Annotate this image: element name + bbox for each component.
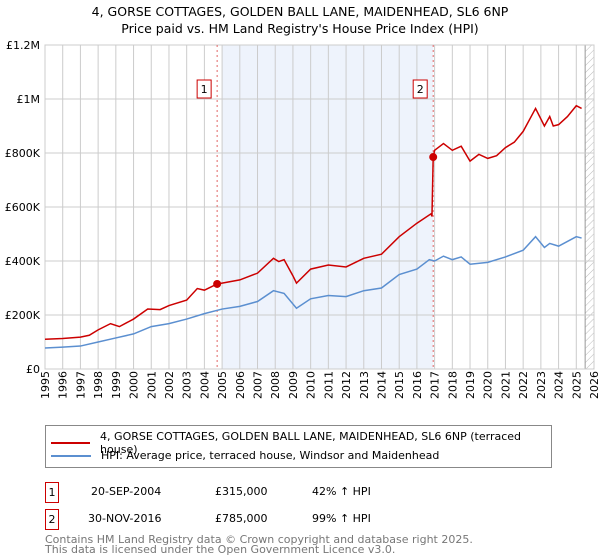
x-tick-label: 2024: [553, 371, 566, 399]
x-tick-label: 2019: [464, 371, 477, 399]
x-tick-label: 2003: [181, 371, 194, 399]
y-tick-label: £1.2M: [6, 39, 40, 52]
x-tick-label: 2012: [340, 371, 353, 399]
x-tick-label: 1997: [74, 371, 87, 399]
x-tick-label: 2026: [588, 371, 600, 399]
x-tick-label: 2023: [535, 371, 548, 399]
x-tick-label: 2005: [216, 371, 229, 399]
transaction-row: 1 20-SEP-2004 £315,000 42% ↑ HPI: [45, 482, 445, 503]
x-tick-label: 2021: [499, 371, 512, 399]
hpi-line: [44, 235, 582, 349]
sale-label: 2: [417, 83, 424, 96]
x-tick-label: 2001: [145, 371, 158, 399]
transaction-date: 30-NOV-2016: [88, 512, 162, 525]
x-tick-label: 2000: [128, 371, 141, 399]
sale-label: 1: [201, 83, 208, 96]
x-tick-label: 1999: [110, 371, 123, 399]
x-tick-label: 2007: [252, 371, 265, 399]
footer-licence: This data is licensed under the Open Gov…: [45, 543, 396, 556]
footer-copyright: Contains HM Land Registry data © Crown c…: [45, 533, 473, 546]
x-tick-label: 2025: [570, 371, 583, 399]
plot-frame: [44, 44, 595, 370]
x-tick-label: 2018: [446, 371, 459, 399]
legend-hpi-swatch: [51, 454, 91, 457]
sale-label-box: [196, 79, 212, 99]
x-tick-label: 2011: [322, 371, 335, 399]
x-tick-label: 2013: [358, 371, 371, 399]
transaction-hpi: 99% ↑ HPI: [312, 512, 371, 525]
x-tick-label: 2015: [393, 371, 406, 399]
x-tick-label: 1998: [92, 371, 105, 399]
x-tick-label: 1995: [39, 371, 52, 399]
x-tick-label: 2002: [163, 371, 176, 399]
y-tick-label: £400K: [5, 255, 41, 268]
transaction-marker: 1: [45, 482, 59, 503]
x-tick-label: 2009: [287, 371, 300, 399]
legend: 4, GORSE COTTAGES, GOLDEN BALL LANE, MAI…: [45, 425, 552, 468]
x-tick-label: 2006: [234, 371, 247, 399]
transaction-price: £315,000: [215, 485, 268, 498]
transaction-marker: 2: [45, 509, 59, 530]
x-tick-label: 2014: [375, 371, 388, 399]
sale-label-box: [412, 79, 428, 99]
x-tick-label: 1996: [57, 371, 70, 399]
y-tick-label: £0: [26, 363, 40, 376]
x-tick-label: 2022: [517, 371, 530, 399]
x-tick-label: 2020: [482, 371, 495, 399]
x-tick-label: 2008: [269, 371, 282, 399]
x-tick-label: 2004: [198, 371, 211, 399]
transaction-hpi: 42% ↑ HPI: [312, 485, 371, 498]
transaction-row: 2 30-NOV-2016 £785,000 99% ↑ HPI: [45, 509, 445, 530]
legend-property-label: 4, GORSE COTTAGES, GOLDEN BALL LANE, MAI…: [100, 430, 522, 456]
y-tick-label: £200K: [5, 309, 41, 322]
x-tick-label: 2017: [429, 371, 442, 399]
transaction-price: £785,000: [215, 512, 268, 525]
sale-point: [429, 153, 438, 162]
sale-point: [213, 279, 222, 288]
x-tick-label: 2016: [411, 371, 424, 399]
y-tick-label: £600K: [5, 201, 41, 214]
price-chart: 1995 1996 1997 1998 1999 2000 2001 2002 2003 2004…: [5, 39, 600, 399]
y-tick-label: £1M: [17, 93, 41, 106]
legend-hpi-label: HPI: Average price, terraced house, Wind…: [101, 449, 440, 462]
y-tick-label: £800K: [5, 147, 41, 160]
legend-property-swatch: [51, 442, 91, 444]
transaction-date: 20-SEP-2004: [91, 485, 162, 498]
chart-subtitle: Price paid vs. HM Land Registry's House …: [121, 21, 479, 36]
property-price-line: [44, 104, 582, 341]
chart-title: 4, GORSE COTTAGES, GOLDEN BALL LANE, MAI…: [91, 4, 509, 19]
x-tick-label: 2010: [305, 371, 318, 399]
